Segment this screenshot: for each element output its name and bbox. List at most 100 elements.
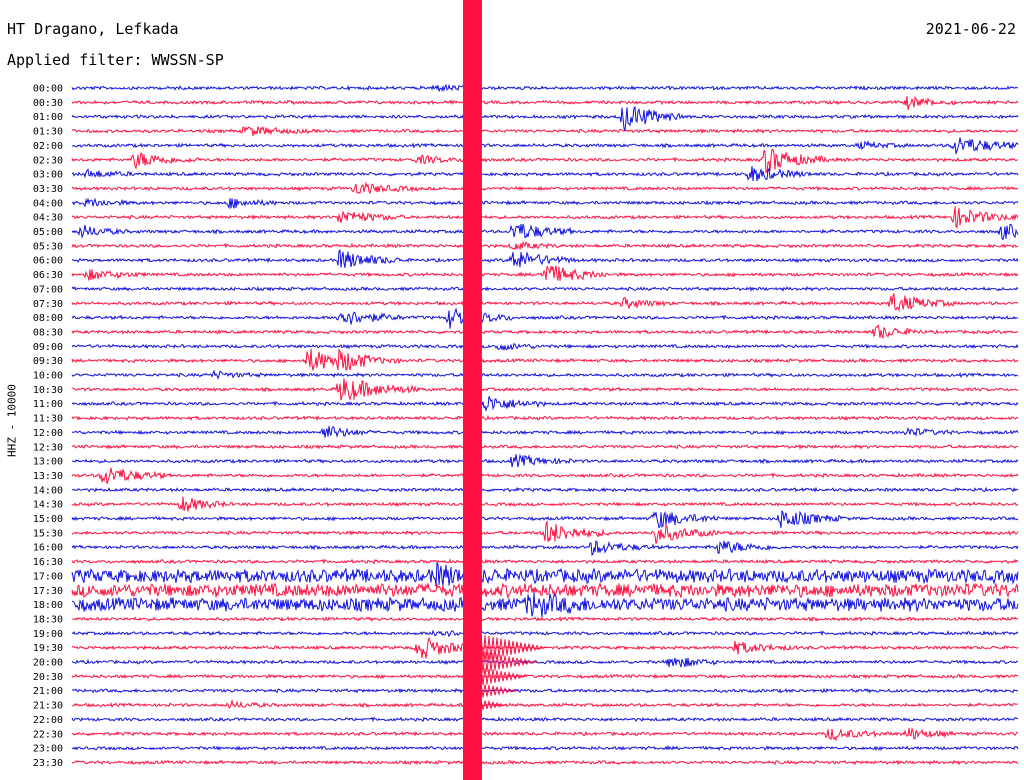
trace-0830 xyxy=(71,324,1019,340)
row-label-0200: 02:00 xyxy=(33,141,63,152)
filter-label: Applied filter: WWSSN-SP xyxy=(7,51,224,69)
row-label-1830: 18:30 xyxy=(33,614,63,625)
trace-2030 xyxy=(71,673,1019,680)
trace-1630 xyxy=(71,558,1019,565)
trace-0000 xyxy=(71,83,1019,93)
row-label-1500: 15:00 xyxy=(33,514,63,525)
trace-0930 xyxy=(71,348,1019,372)
row-label-0230: 02:30 xyxy=(33,155,63,166)
row-label-1130: 11:30 xyxy=(33,414,63,425)
trace-1830 xyxy=(71,615,1019,623)
trace-1730 xyxy=(71,582,1019,600)
trace-1430 xyxy=(71,496,1019,512)
trace-2100 xyxy=(71,687,1019,694)
trace-1330 xyxy=(71,467,1019,485)
trace-0530 xyxy=(71,241,1019,251)
large-earthquake-band xyxy=(463,0,482,780)
row-label-1530: 15:30 xyxy=(33,528,63,539)
row-label-0430: 04:30 xyxy=(33,213,63,224)
row-label-0400: 04:00 xyxy=(33,198,63,209)
trace-1900 xyxy=(71,629,1019,638)
coda-trace xyxy=(476,666,528,687)
row-label-2300: 23:00 xyxy=(33,744,63,755)
trace-0800 xyxy=(71,307,1019,329)
trace-0030 xyxy=(71,96,1019,111)
row-label-1200: 12:00 xyxy=(33,428,63,439)
row-label-0530: 05:30 xyxy=(33,241,63,252)
row-label-0700: 07:00 xyxy=(33,284,63,295)
trace-1300 xyxy=(71,453,1019,468)
trace-lines xyxy=(71,83,1019,766)
trace-2000 xyxy=(71,657,1019,668)
row-label-1330: 13:30 xyxy=(33,471,63,482)
row-label-1730: 17:30 xyxy=(33,586,63,597)
row-label-1230: 12:30 xyxy=(33,442,63,453)
trace-1800 xyxy=(71,592,1019,618)
trace-1930 xyxy=(71,636,1019,659)
row-label-0900: 09:00 xyxy=(33,342,63,353)
row-label-2230: 22:30 xyxy=(33,729,63,740)
trace-0900 xyxy=(71,343,1019,351)
row-label-0030: 00:30 xyxy=(33,98,63,109)
trace-0500 xyxy=(71,223,1019,241)
row-label-2130: 21:30 xyxy=(33,701,63,712)
row-label-0000: 00:00 xyxy=(33,84,63,95)
row-label-0630: 06:30 xyxy=(33,270,63,281)
trace-0730 xyxy=(71,293,1019,312)
row-label-1930: 19:30 xyxy=(33,643,63,654)
trace-0630 xyxy=(71,265,1019,281)
trace-1200 xyxy=(71,425,1019,439)
row-time-labels: 00:00 00:30 01:00 01:30 02:00 02:30 03:00 03:30… xyxy=(33,84,63,769)
trace-0200 xyxy=(71,137,1019,154)
row-label-1430: 14:30 xyxy=(33,500,63,511)
trace-1600 xyxy=(71,539,1019,556)
row-label-0800: 08:00 xyxy=(33,313,63,324)
trace-1030 xyxy=(71,378,1019,402)
row-label-1000: 10:00 xyxy=(33,371,63,382)
row-label-0730: 07:30 xyxy=(33,299,63,310)
trace-0600 xyxy=(71,249,1019,268)
row-label-1630: 16:30 xyxy=(33,557,63,568)
row-label-0300: 03:00 xyxy=(33,170,63,181)
row-label-1800: 18:00 xyxy=(33,600,63,611)
trace-1000 xyxy=(71,369,1019,380)
trace-0330 xyxy=(71,181,1019,195)
coda-trace xyxy=(476,633,548,662)
trace-2200 xyxy=(71,716,1019,723)
coda-trace xyxy=(476,682,518,699)
row-label-0130: 01:30 xyxy=(33,127,63,138)
trace-2130 xyxy=(71,698,1019,709)
row-label-1700: 17:00 xyxy=(33,571,63,582)
trace-0430 xyxy=(71,206,1019,229)
row-label-2000: 20:00 xyxy=(33,658,63,669)
date-label: 2021-06-22 xyxy=(925,20,1016,38)
row-label-2200: 22:00 xyxy=(33,715,63,726)
row-label-1900: 19:00 xyxy=(33,629,63,640)
row-label-0930: 09:30 xyxy=(33,356,63,367)
row-label-2030: 20:30 xyxy=(33,672,63,683)
row-label-0330: 03:30 xyxy=(33,184,63,195)
row-label-1300: 13:00 xyxy=(33,457,63,468)
station-title: HT Dragano, Lefkada xyxy=(7,20,179,38)
row-label-0600: 06:00 xyxy=(33,256,63,267)
trace-1530 xyxy=(71,519,1019,544)
row-label-1030: 10:30 xyxy=(33,385,63,396)
row-label-2330: 23:30 xyxy=(33,758,63,769)
trace-0400 xyxy=(71,197,1019,210)
trace-1700 xyxy=(71,562,1019,587)
trace-1400 xyxy=(72,486,1019,493)
trace-2230 xyxy=(71,726,1019,742)
coda-trace xyxy=(476,649,538,674)
row-label-1600: 16:00 xyxy=(33,543,63,554)
trace-2330 xyxy=(71,759,1019,766)
trace-2300 xyxy=(71,745,1019,752)
trace-0130 xyxy=(71,125,1018,137)
trace-1500 xyxy=(71,510,1019,529)
trace-0300 xyxy=(71,166,1019,182)
row-label-0100: 01:00 xyxy=(33,112,63,123)
row-label-0830: 08:30 xyxy=(33,327,63,338)
trace-0700 xyxy=(71,286,1019,292)
trace-1230 xyxy=(71,443,1019,450)
trace-1130 xyxy=(71,414,1019,421)
